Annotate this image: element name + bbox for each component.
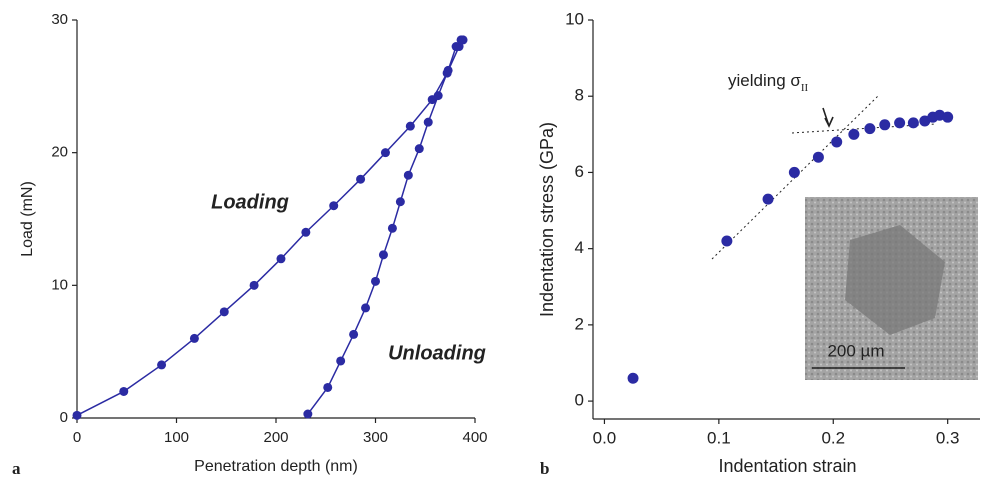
y-tick-label: 6 bbox=[575, 162, 584, 181]
x-tick-label: 400 bbox=[462, 429, 487, 446]
series-label: Loading bbox=[211, 191, 289, 213]
point bbox=[433, 91, 443, 101]
point bbox=[349, 329, 359, 339]
point bbox=[219, 307, 229, 317]
point bbox=[189, 333, 199, 343]
point bbox=[879, 119, 891, 131]
point bbox=[303, 409, 313, 419]
point bbox=[387, 223, 397, 233]
point bbox=[443, 65, 453, 75]
fit-line bbox=[791, 123, 936, 134]
point bbox=[942, 111, 954, 123]
annotation-subscript: II bbox=[801, 82, 809, 94]
point bbox=[72, 410, 82, 420]
x-tick-label: 200 bbox=[263, 429, 288, 446]
point bbox=[762, 193, 774, 205]
point bbox=[119, 386, 129, 396]
inset-scale: 200 µm bbox=[827, 341, 884, 360]
point bbox=[907, 117, 919, 129]
point bbox=[721, 235, 733, 247]
point bbox=[788, 166, 800, 178]
y-tick-label: 10 bbox=[51, 276, 68, 293]
point bbox=[831, 136, 843, 148]
annotation-text: yielding σ bbox=[728, 71, 801, 90]
point bbox=[356, 174, 366, 184]
point bbox=[323, 382, 333, 392]
series-line bbox=[307, 39, 462, 415]
point bbox=[361, 303, 371, 313]
x-axis-label: Penetration depth (nm) bbox=[194, 458, 358, 475]
point bbox=[405, 121, 415, 131]
point bbox=[395, 197, 405, 207]
point bbox=[451, 42, 461, 52]
point bbox=[301, 227, 311, 237]
y-tick-label: 30 bbox=[51, 11, 68, 28]
y-tick-label: 0 bbox=[575, 391, 584, 410]
series-line bbox=[76, 39, 464, 417]
point bbox=[249, 280, 259, 290]
y-tick-label: 2 bbox=[575, 314, 584, 333]
point bbox=[371, 276, 380, 286]
x-tick-label: 0.2 bbox=[821, 428, 845, 447]
point bbox=[864, 123, 876, 135]
x-tick-label: 0 bbox=[73, 429, 81, 446]
point bbox=[456, 35, 466, 45]
point bbox=[812, 151, 824, 163]
x-tick-label: 0.0 bbox=[593, 428, 617, 447]
annotation: yielding σII bbox=[728, 71, 809, 93]
x-tick-label: 300 bbox=[363, 429, 388, 446]
point bbox=[378, 250, 388, 260]
y-axis-label: Indentation stress (GPa) bbox=[537, 122, 557, 317]
point bbox=[329, 201, 339, 211]
series-label: Unloading bbox=[388, 342, 486, 364]
y-tick-label: 20 bbox=[51, 144, 68, 161]
panel-label: b bbox=[540, 459, 549, 478]
y-tick-label: 10 bbox=[565, 9, 584, 28]
y-tick-label: 4 bbox=[575, 238, 584, 257]
x-tick-label: 0.1 bbox=[707, 428, 731, 447]
point bbox=[336, 356, 346, 366]
x-tick-label: 100 bbox=[164, 429, 189, 446]
x-tick-label: 0.3 bbox=[936, 428, 960, 447]
y-axis-label: Load (mN) bbox=[19, 181, 36, 257]
y-tick-label: 8 bbox=[575, 86, 584, 105]
panel-label: a bbox=[12, 459, 21, 478]
point bbox=[423, 117, 433, 127]
point bbox=[414, 144, 424, 154]
point bbox=[894, 117, 906, 129]
x-axis-label: Indentation strain bbox=[718, 456, 856, 476]
point bbox=[848, 128, 860, 140]
y-tick-label: 0 bbox=[60, 409, 68, 426]
point bbox=[380, 148, 390, 158]
point bbox=[157, 360, 167, 370]
point bbox=[627, 372, 639, 384]
point bbox=[276, 254, 286, 264]
point bbox=[403, 170, 413, 180]
inset-image bbox=[805, 197, 978, 380]
arrow bbox=[822, 107, 834, 128]
